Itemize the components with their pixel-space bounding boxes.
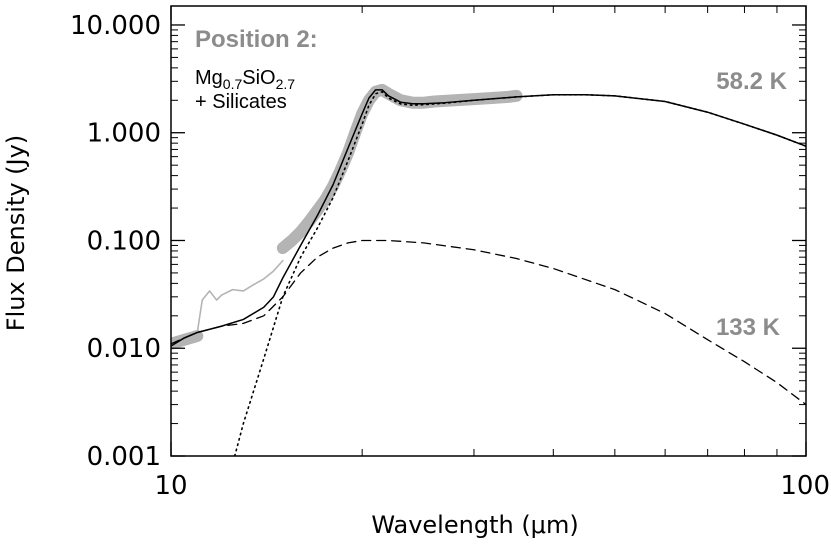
position-title: Position 2: — [195, 26, 318, 53]
y-tick-label: 0.010 — [87, 334, 161, 364]
y-tick-label: 0.100 — [87, 226, 161, 256]
y-tick-label: 10.000 — [70, 11, 161, 41]
plot-data-layer — [171, 83, 806, 456]
x-tick-label: 10 — [154, 471, 187, 501]
composition-mid: SiO — [242, 67, 275, 89]
y-axis-label: Flux Density (Jy) — [2, 135, 30, 331]
temp-cold-label: 58.2 K — [716, 68, 787, 95]
x-tick-label: 100 — [780, 471, 830, 501]
y-tick-label: 0.001 — [87, 442, 161, 472]
temp-warm-label: 133 K — [716, 314, 781, 341]
composition-label: Mg0.7SiO2.7 — [195, 67, 295, 92]
y-tick-label: 1.000 — [87, 119, 161, 149]
plot-frame — [170, 5, 807, 457]
silicates-label: + Silicates — [195, 91, 287, 113]
series-observed-spectrum-band-2 — [276, 83, 523, 255]
series-observed-spectrum-thin — [171, 259, 284, 345]
composition-main: Mg — [195, 67, 223, 89]
plot-label-layer: Wavelength (μm) Flux Density (Jy) Positi… — [2, 26, 788, 539]
series-total-model — [171, 89, 806, 347]
composition-sub1: 0.7 — [223, 76, 243, 92]
series-warm-component-133K — [171, 239, 806, 406]
composition-sub2: 2.7 — [276, 76, 296, 92]
series-cold-component-58.2K — [233, 90, 806, 456]
plot-axes-layer: 0.001 0.010 0.100 1.000 10.000 10 100 — [70, 5, 830, 501]
x-axis-label: Wavelength (μm) — [371, 511, 578, 539]
